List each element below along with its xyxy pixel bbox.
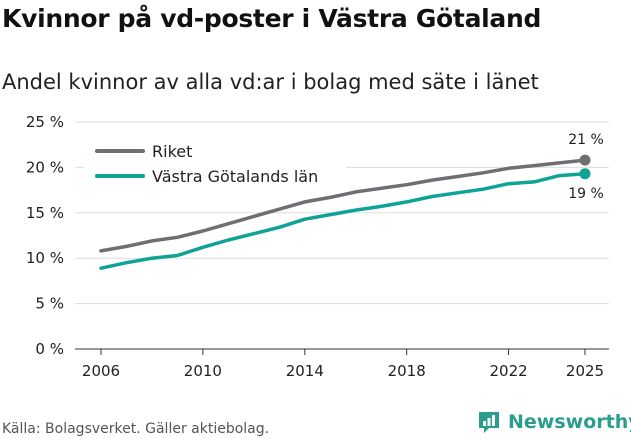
legend-box bbox=[84, 134, 346, 192]
newsworthy-logo-icon bbox=[479, 412, 499, 433]
series-line-vastra-gotaland bbox=[99, 172, 587, 270]
series-line-riket bbox=[99, 158, 587, 253]
legend-label: Västra Götalands län bbox=[152, 167, 318, 186]
x-tick-label: 2025 bbox=[566, 362, 604, 380]
line-chart: 0 % 5 % 10 % 15 % 20 % 25 % 2006 2010 2014 2018 20… bbox=[26, 113, 609, 380]
source-note: Källa: Bolagsverket. Gäller aktiebolag. bbox=[2, 421, 270, 437]
chart-title: Kvinnor på vd-poster i Västra Götaland bbox=[2, 4, 542, 33]
y-tick-label: 10 % bbox=[26, 249, 64, 267]
series-end-point bbox=[579, 168, 591, 180]
newsworthy-logo: Newsworthy bbox=[476, 409, 631, 435]
x-tick-label: 2010 bbox=[184, 362, 222, 380]
x-tick-label: 2022 bbox=[489, 362, 527, 380]
legend-label: Riket bbox=[152, 142, 192, 161]
x-tick-label: 2006 bbox=[82, 362, 120, 380]
y-tick-label: 25 % bbox=[26, 113, 64, 131]
series-end-label: 19 % bbox=[568, 186, 604, 202]
series-end-label: 21 % bbox=[568, 132, 604, 148]
y-tick-label: 5 % bbox=[35, 295, 64, 313]
x-tick-label: 2014 bbox=[286, 362, 324, 380]
chart-subtitle: Andel kvinnor av alla vd:ar i bolag med … bbox=[2, 70, 539, 94]
series-end-point bbox=[579, 154, 591, 166]
y-tick-label: 15 % bbox=[26, 204, 64, 222]
x-tick-label: 2018 bbox=[388, 362, 426, 380]
y-tick-label: 20 % bbox=[26, 158, 64, 176]
newsworthy-logo-text: Newsworthy bbox=[508, 411, 631, 433]
y-tick-label: 0 % bbox=[35, 340, 64, 358]
